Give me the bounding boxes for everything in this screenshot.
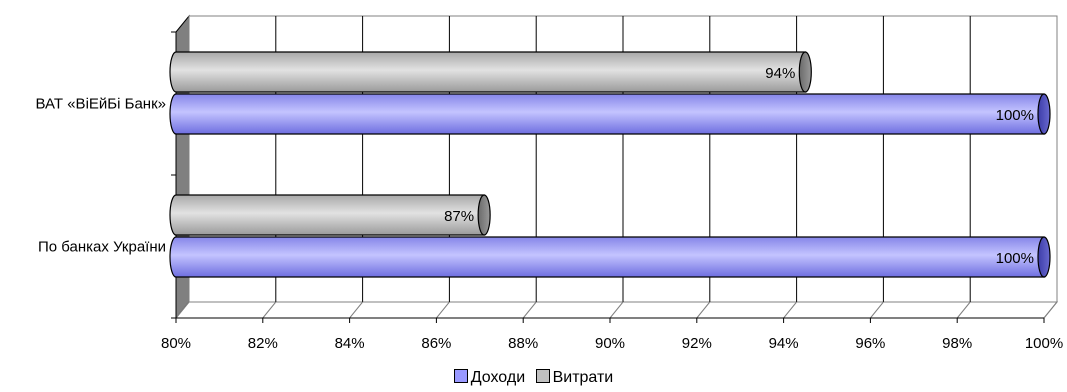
gridline-floor xyxy=(956,301,971,319)
x-tick-label: 82% xyxy=(248,335,278,352)
legend: Доходи Витрати xyxy=(0,369,1067,387)
legend-label-expenses: Витрати xyxy=(552,369,614,386)
data-label: 100% xyxy=(996,250,1034,267)
legend-swatch-income xyxy=(453,369,468,383)
x-tick-label: 88% xyxy=(508,335,538,352)
data-label: 94% xyxy=(765,65,795,82)
axes: 80% 82% 84% 86% 88% 90% 92% 94% 96% 98% 100% xyxy=(161,31,1063,352)
bar xyxy=(169,51,812,93)
bar-cap xyxy=(1037,93,1051,135)
labels: ВАТ «ВіЕйБі Банк» 94% 100% По банках Україн… xyxy=(36,65,1034,267)
legend-item-income: Доходи xyxy=(453,369,526,387)
legend-item-expenses: Витрати xyxy=(535,369,614,387)
bar-body xyxy=(169,236,1045,278)
bar-cap xyxy=(477,194,491,236)
gridline-floor xyxy=(175,301,190,319)
gridline-floor xyxy=(349,301,363,319)
legend-swatch-expenses xyxy=(535,369,550,383)
category-label: ВАТ «ВіЕйБі Банк» xyxy=(36,96,166,113)
x-tick-label: 84% xyxy=(335,335,365,352)
x-tick-label: 86% xyxy=(421,335,451,352)
bar-cap xyxy=(798,51,812,93)
gridline-floor xyxy=(1043,301,1058,319)
bar xyxy=(169,93,1051,135)
category-label: По банках України xyxy=(38,239,166,256)
gridline-floor xyxy=(696,301,711,319)
bar-chart: 80% 82% 84% 86% 88% 90% 92% 94% 96% 98% 100% ВАТ «… xyxy=(36,14,1063,352)
data-label: 100% xyxy=(996,107,1034,124)
x-tick-label: 98% xyxy=(942,335,972,352)
gridline-floor xyxy=(522,301,537,319)
legend-label-income: Доходи xyxy=(470,369,526,386)
x-tick-label: 80% xyxy=(161,335,191,352)
x-tick-label: 94% xyxy=(769,335,799,352)
bar xyxy=(169,236,1051,278)
x-tick-label: 90% xyxy=(595,335,625,352)
bar-body xyxy=(169,194,485,236)
gridline-floor xyxy=(609,301,624,319)
bars xyxy=(169,51,1051,278)
x-tick-label: 96% xyxy=(855,335,885,352)
data-label: 87% xyxy=(444,208,474,225)
bar-body xyxy=(169,93,1045,135)
bar-cap xyxy=(1037,236,1051,278)
gridline-floor xyxy=(783,301,797,319)
x-tick-label: 92% xyxy=(682,335,712,352)
gridline-floor xyxy=(436,301,450,319)
bar-body xyxy=(169,51,806,93)
x-tick-label: 100% xyxy=(1025,335,1063,352)
gridline-floor xyxy=(262,301,277,319)
bar xyxy=(169,194,491,236)
gridline-floor xyxy=(870,301,884,319)
